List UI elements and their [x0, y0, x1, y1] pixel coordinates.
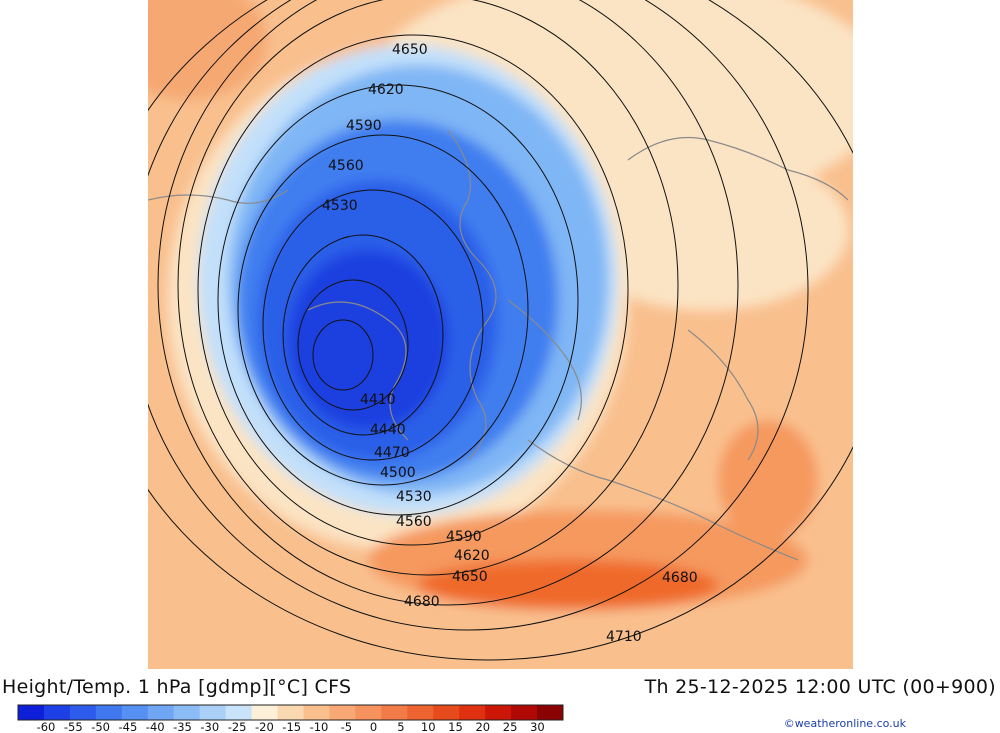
contour-label: 4590 [346, 118, 382, 134]
contour-label: 4500 [380, 465, 416, 481]
legend-tick-label: -15 [282, 720, 301, 733]
contour-label: 4590 [446, 529, 482, 545]
legend-tick-label: -5 [341, 720, 352, 733]
legend-swatch [69, 705, 97, 720]
contour-4470 [282, 234, 444, 436]
legend-swatch [225, 705, 253, 720]
legend-swatch [407, 705, 434, 720]
legend-tick-label: -30 [200, 720, 219, 733]
contour-label: 4680 [662, 570, 698, 586]
contour-label: 4680 [404, 594, 440, 610]
contour-label: 4620 [368, 82, 404, 98]
contour-4410 [312, 319, 374, 391]
contour-label: 4560 [328, 158, 364, 174]
legend-swatch [485, 705, 512, 720]
contour-4590 [197, 34, 629, 546]
hot-band [418, 560, 718, 610]
map-title: Height/Temp. 1 hPa [gdmp][°C] CFS [2, 676, 352, 698]
legend-tick-label: -35 [173, 720, 192, 733]
coastline-east [687, 329, 759, 461]
legend-tick-label: -50 [91, 720, 110, 733]
contour-4530 [237, 134, 529, 486]
legend-swatch [381, 705, 408, 720]
contour-4710 [148, 0, 853, 661]
legend-tick-label: 30 [530, 720, 545, 733]
color-legend: -60 -55 -50 -45 -40 -35 -30 -25 -20 -15 -10 -5 0 5 10 1… [0, 703, 580, 733]
contour-4440 [297, 279, 409, 411]
contour-labels: 4650 4620 4590 4560 4530 4410 4440 4470 4500 4530… [322, 42, 698, 645]
coastline-north-asia [627, 137, 849, 201]
coastline-west [148, 189, 289, 204]
legend-swatch [121, 705, 149, 720]
coastlines [148, 129, 849, 561]
contour-label: 4410 [360, 392, 396, 408]
temperature-field [148, 0, 853, 669]
map-canvas: 4650 4620 4590 4560 4530 4410 4440 4470 4500 4530… [148, 0, 853, 669]
legend-tick-label: 10 [421, 720, 436, 733]
neutral-area-east [568, 150, 848, 310]
legend-swatch [199, 705, 227, 720]
legend-canvas: -60 -55 -50 -45 -40 -35 -30 -25 -20 -15 -10 -5 0 5 10 1… [17, 704, 564, 733]
valid-time: Th 25-12-2025 12:00 UTC (00+900) [644, 676, 996, 698]
legend-swatch [433, 705, 460, 720]
contour-label: 4710 [606, 629, 642, 645]
legend-tick-label: -55 [64, 720, 83, 733]
credit-link[interactable]: ©weatheronline.co.uk [783, 717, 906, 730]
legend-tick-label: -25 [228, 720, 247, 733]
legend-swatch [303, 705, 330, 720]
legend-tick-label: -40 [146, 720, 165, 733]
legend-tick-label: 25 [503, 720, 518, 733]
legend-tick-label: 5 [397, 720, 404, 733]
height-contours [148, 0, 853, 661]
legend-swatch [95, 705, 123, 720]
weather-map: 4650 4620 4590 4560 4530 4410 4440 4470 4500 4530… [148, 0, 853, 669]
contour-label: 4650 [392, 42, 428, 58]
legend-tick-label: 15 [448, 720, 463, 733]
contour-label: 4560 [396, 514, 432, 530]
legend-tick-label: -60 [37, 720, 56, 733]
legend-swatch [173, 705, 201, 720]
coastline-greenland [447, 129, 497, 461]
contour-label: 4470 [374, 445, 410, 461]
legend-tick-label: -45 [119, 720, 138, 733]
contour-label: 4530 [322, 198, 358, 214]
legend-tick-label: 0 [370, 720, 377, 733]
legend-swatch [147, 705, 175, 720]
legend-swatch [277, 705, 304, 720]
legend-swatch [355, 705, 382, 720]
contour-4680 [148, 0, 809, 631]
contour-label: 4650 [452, 569, 488, 585]
contour-label: 4620 [454, 548, 490, 564]
legend-swatch [43, 705, 71, 720]
contour-label: 4530 [396, 489, 432, 505]
legend-swatch [511, 705, 538, 720]
contour-4500 [262, 189, 484, 461]
legend-swatch [537, 705, 564, 720]
legend-tick-label: 20 [475, 720, 490, 733]
legend-swatch [251, 705, 279, 720]
legend-tick-label: -10 [310, 720, 329, 733]
legend-swatch [18, 705, 45, 720]
warm-spot-northwest [148, 0, 268, 100]
legend-border [17, 704, 564, 721]
contour-label: 4440 [370, 422, 406, 438]
legend-tick-label: -20 [255, 720, 274, 733]
coastline-scandinavia [507, 299, 582, 421]
legend-swatch [329, 705, 356, 720]
contour-4650 [157, 0, 739, 606]
coastline-arctic-islands [307, 301, 409, 441]
contour-4620 [177, 0, 679, 576]
contour-4560 [217, 84, 579, 516]
legend-swatch [459, 705, 486, 720]
warm-spot-east [718, 420, 818, 540]
